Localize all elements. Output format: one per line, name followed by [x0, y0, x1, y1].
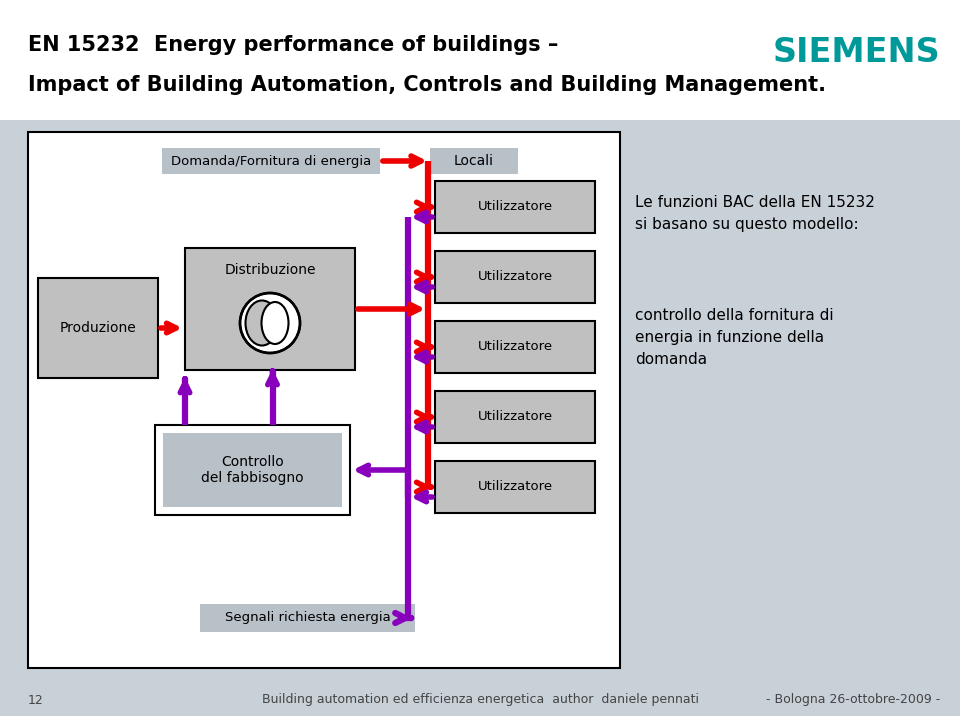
Bar — [435, 391, 595, 443]
Text: Domanda/Fornitura di energia: Domanda/Fornitura di energia — [171, 155, 372, 168]
Text: 12: 12 — [28, 694, 44, 707]
Text: Controllo
del fabbisogno: Controllo del fabbisogno — [202, 455, 303, 485]
Text: Distribuzione: Distribuzione — [225, 263, 316, 277]
Bar — [38, 278, 158, 378]
Text: Building automation ed efficienza energetica  author  daniele pennati: Building automation ed efficienza energe… — [261, 694, 699, 707]
Ellipse shape — [261, 302, 289, 344]
Bar — [155, 425, 350, 515]
Text: Utilizzatore: Utilizzatore — [477, 410, 553, 423]
Text: Segnali richiesta energia: Segnali richiesta energia — [225, 611, 391, 624]
Circle shape — [240, 293, 300, 353]
Text: Impact of Building Automation, Controls and Building Management.: Impact of Building Automation, Controls … — [28, 75, 826, 95]
Bar — [163, 433, 342, 507]
Text: Utilizzatore: Utilizzatore — [477, 480, 553, 493]
Bar — [185, 248, 355, 370]
Text: Locali: Locali — [454, 154, 494, 168]
Text: controllo della fornitura di
energia in funzione della
domanda: controllo della fornitura di energia in … — [635, 308, 833, 367]
Text: Utilizzatore: Utilizzatore — [477, 341, 553, 354]
Text: Le funzioni BAC della EN 15232
si basano su questo modello:: Le funzioni BAC della EN 15232 si basano… — [635, 195, 875, 232]
Text: - Bologna 26-ottobre-2009 -: - Bologna 26-ottobre-2009 - — [766, 694, 940, 707]
Bar — [162, 148, 380, 174]
Bar — [435, 181, 595, 233]
Text: EN 15232  Energy performance of buildings –: EN 15232 Energy performance of buildings… — [28, 35, 559, 55]
Text: Produzione: Produzione — [60, 321, 136, 335]
Bar — [435, 461, 595, 513]
Bar — [430, 148, 518, 174]
Text: Utilizzatore: Utilizzatore — [477, 200, 553, 213]
Bar — [435, 251, 595, 303]
Ellipse shape — [246, 301, 278, 346]
Bar — [200, 604, 415, 632]
Text: Utilizzatore: Utilizzatore — [477, 271, 553, 284]
Bar — [28, 132, 620, 668]
Text: SIEMENS: SIEMENS — [773, 36, 940, 69]
Bar — [0, 0, 960, 120]
Bar — [435, 321, 595, 373]
